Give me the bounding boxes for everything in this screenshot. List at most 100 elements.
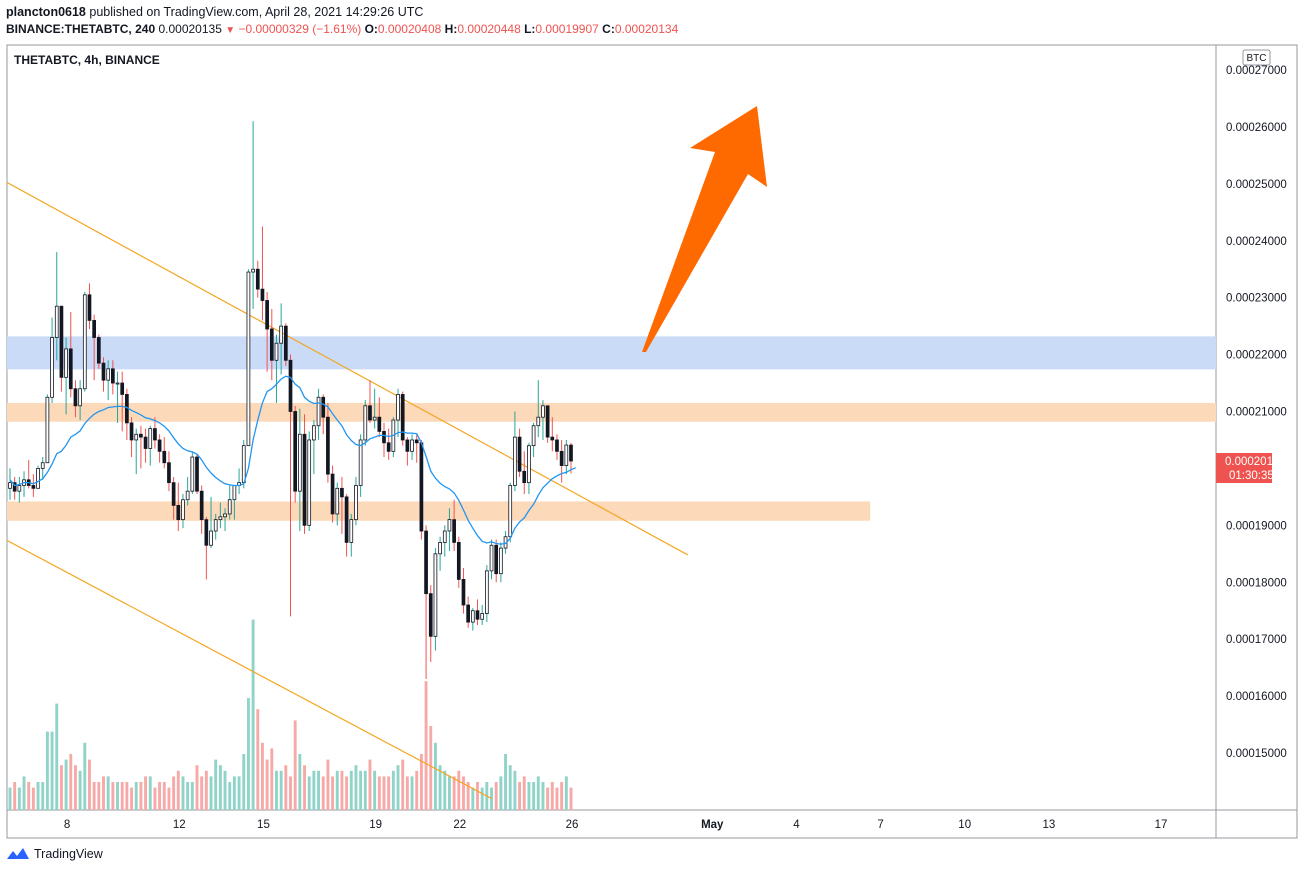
volume-bar bbox=[106, 776, 110, 810]
close-value: 0.00020134 bbox=[614, 22, 679, 36]
time-tick-label: 19 bbox=[369, 819, 382, 831]
time-tick-label: 22 bbox=[453, 819, 466, 831]
candle bbox=[545, 405, 550, 443]
candle bbox=[167, 451, 171, 492]
candle bbox=[176, 482, 181, 532]
volume-bar bbox=[265, 759, 269, 810]
candle bbox=[447, 508, 452, 551]
volume-bar bbox=[31, 787, 35, 810]
candle bbox=[377, 397, 382, 438]
time-tick-label: 17 bbox=[1155, 819, 1168, 831]
volume-bar bbox=[466, 782, 470, 810]
open-label: O: bbox=[364, 22, 378, 36]
ema-line bbox=[9, 375, 576, 545]
volume-bar bbox=[200, 776, 204, 810]
price-tick-label: 0.00019000 bbox=[1226, 520, 1287, 532]
candle bbox=[321, 394, 326, 435]
price-axis[interactable]: 0.00027000 0.00026000 0.00025000 0.00024000… bbox=[1226, 65, 1287, 760]
volume-bar bbox=[326, 759, 330, 810]
volume-bar bbox=[476, 782, 479, 810]
volume-bar bbox=[541, 782, 545, 810]
currency-badge[interactable] bbox=[1242, 49, 1271, 66]
last-price-tag: 0.00020134 01:30:35 bbox=[1216, 453, 1286, 483]
candle bbox=[433, 548, 438, 651]
candle bbox=[391, 417, 396, 458]
candle bbox=[522, 451, 527, 495]
candle bbox=[22, 471, 26, 497]
volume-bar bbox=[176, 770, 180, 810]
volume-bar bbox=[22, 776, 26, 810]
candle bbox=[466, 596, 470, 628]
candle bbox=[559, 439, 564, 483]
volume-bar bbox=[125, 782, 129, 810]
candle bbox=[78, 380, 82, 421]
price-tick-label: 0.00021000 bbox=[1226, 407, 1287, 419]
candle bbox=[428, 585, 433, 662]
candle bbox=[96, 334, 101, 369]
candle bbox=[307, 431, 312, 532]
up-arrow-icon[interactable] bbox=[642, 106, 767, 352]
time-axis[interactable]: 8 12 15 19 22 26 May 4 7 10 13 17 bbox=[64, 819, 1168, 831]
candle bbox=[368, 380, 372, 423]
candle bbox=[513, 411, 517, 492]
candle bbox=[162, 437, 167, 469]
volume-bar bbox=[363, 770, 367, 810]
volume-bar bbox=[232, 776, 236, 810]
volume-bar bbox=[448, 776, 451, 810]
volume-bar bbox=[522, 776, 526, 810]
candle bbox=[508, 482, 513, 543]
volume-bar bbox=[359, 770, 363, 810]
candle bbox=[475, 599, 480, 625]
candle bbox=[354, 476, 358, 526]
volume-bar bbox=[41, 782, 45, 810]
volume-bar bbox=[508, 765, 512, 810]
candle bbox=[531, 422, 536, 458]
symbol-full: BINANCE:THETABTC, 240 bbox=[6, 22, 156, 36]
volume-bar bbox=[307, 776, 311, 810]
volume-bar bbox=[139, 782, 143, 810]
candle bbox=[330, 465, 335, 523]
price-tick-label: 0.00026000 bbox=[1226, 122, 1287, 134]
chart-legend-symbol: THETABTC, 4h, BINANCE bbox=[14, 53, 160, 67]
price-tick-label: 0.00027000 bbox=[1226, 65, 1287, 77]
candle bbox=[129, 417, 134, 458]
tradingview-footer[interactable]: TradingView bbox=[6, 846, 103, 862]
lower-trendline[interactable] bbox=[5, 539, 492, 800]
volume-bar bbox=[555, 787, 559, 810]
candle bbox=[489, 539, 494, 580]
volume-bar bbox=[354, 765, 358, 810]
candle bbox=[424, 525, 428, 680]
candle bbox=[101, 357, 106, 392]
tradingview-brand: TradingView bbox=[34, 847, 103, 861]
published-text: published on TradingView.com, April 28, … bbox=[89, 5, 424, 19]
volume-bar bbox=[50, 731, 54, 810]
author-name[interactable]: plancton0618 bbox=[6, 5, 86, 19]
volume-bar bbox=[312, 770, 316, 810]
candle bbox=[50, 317, 54, 403]
volume-bar bbox=[279, 770, 283, 810]
ohlc-bar: BINANCE:THETABTC, 240 0.00020135 ▼ −0.00… bbox=[6, 22, 678, 36]
candle bbox=[115, 371, 120, 423]
low-label: L: bbox=[524, 22, 536, 36]
volume-bar bbox=[382, 776, 386, 810]
time-tick-label: 12 bbox=[173, 819, 186, 831]
resistance-zone-blue[interactable] bbox=[7, 336, 1216, 370]
volume-bar bbox=[331, 776, 335, 810]
candle bbox=[237, 468, 241, 495]
candle bbox=[260, 226, 265, 321]
volume-bar bbox=[429, 726, 433, 810]
upper-trendline[interactable] bbox=[5, 181, 689, 556]
last-price: 0.00020135 bbox=[158, 22, 222, 36]
volume-bar bbox=[83, 742, 87, 810]
high-value: 0.00020448 bbox=[457, 22, 521, 36]
volume-bar bbox=[97, 782, 101, 810]
volume-bar bbox=[410, 776, 414, 810]
volume-bar bbox=[387, 776, 391, 810]
resistance-zone-orange[interactable] bbox=[7, 402, 1216, 422]
volume-bar bbox=[275, 770, 278, 810]
candle bbox=[218, 502, 223, 529]
volume-bar bbox=[532, 782, 536, 810]
candle bbox=[251, 121, 255, 310]
support-zone-orange[interactable] bbox=[7, 501, 871, 521]
